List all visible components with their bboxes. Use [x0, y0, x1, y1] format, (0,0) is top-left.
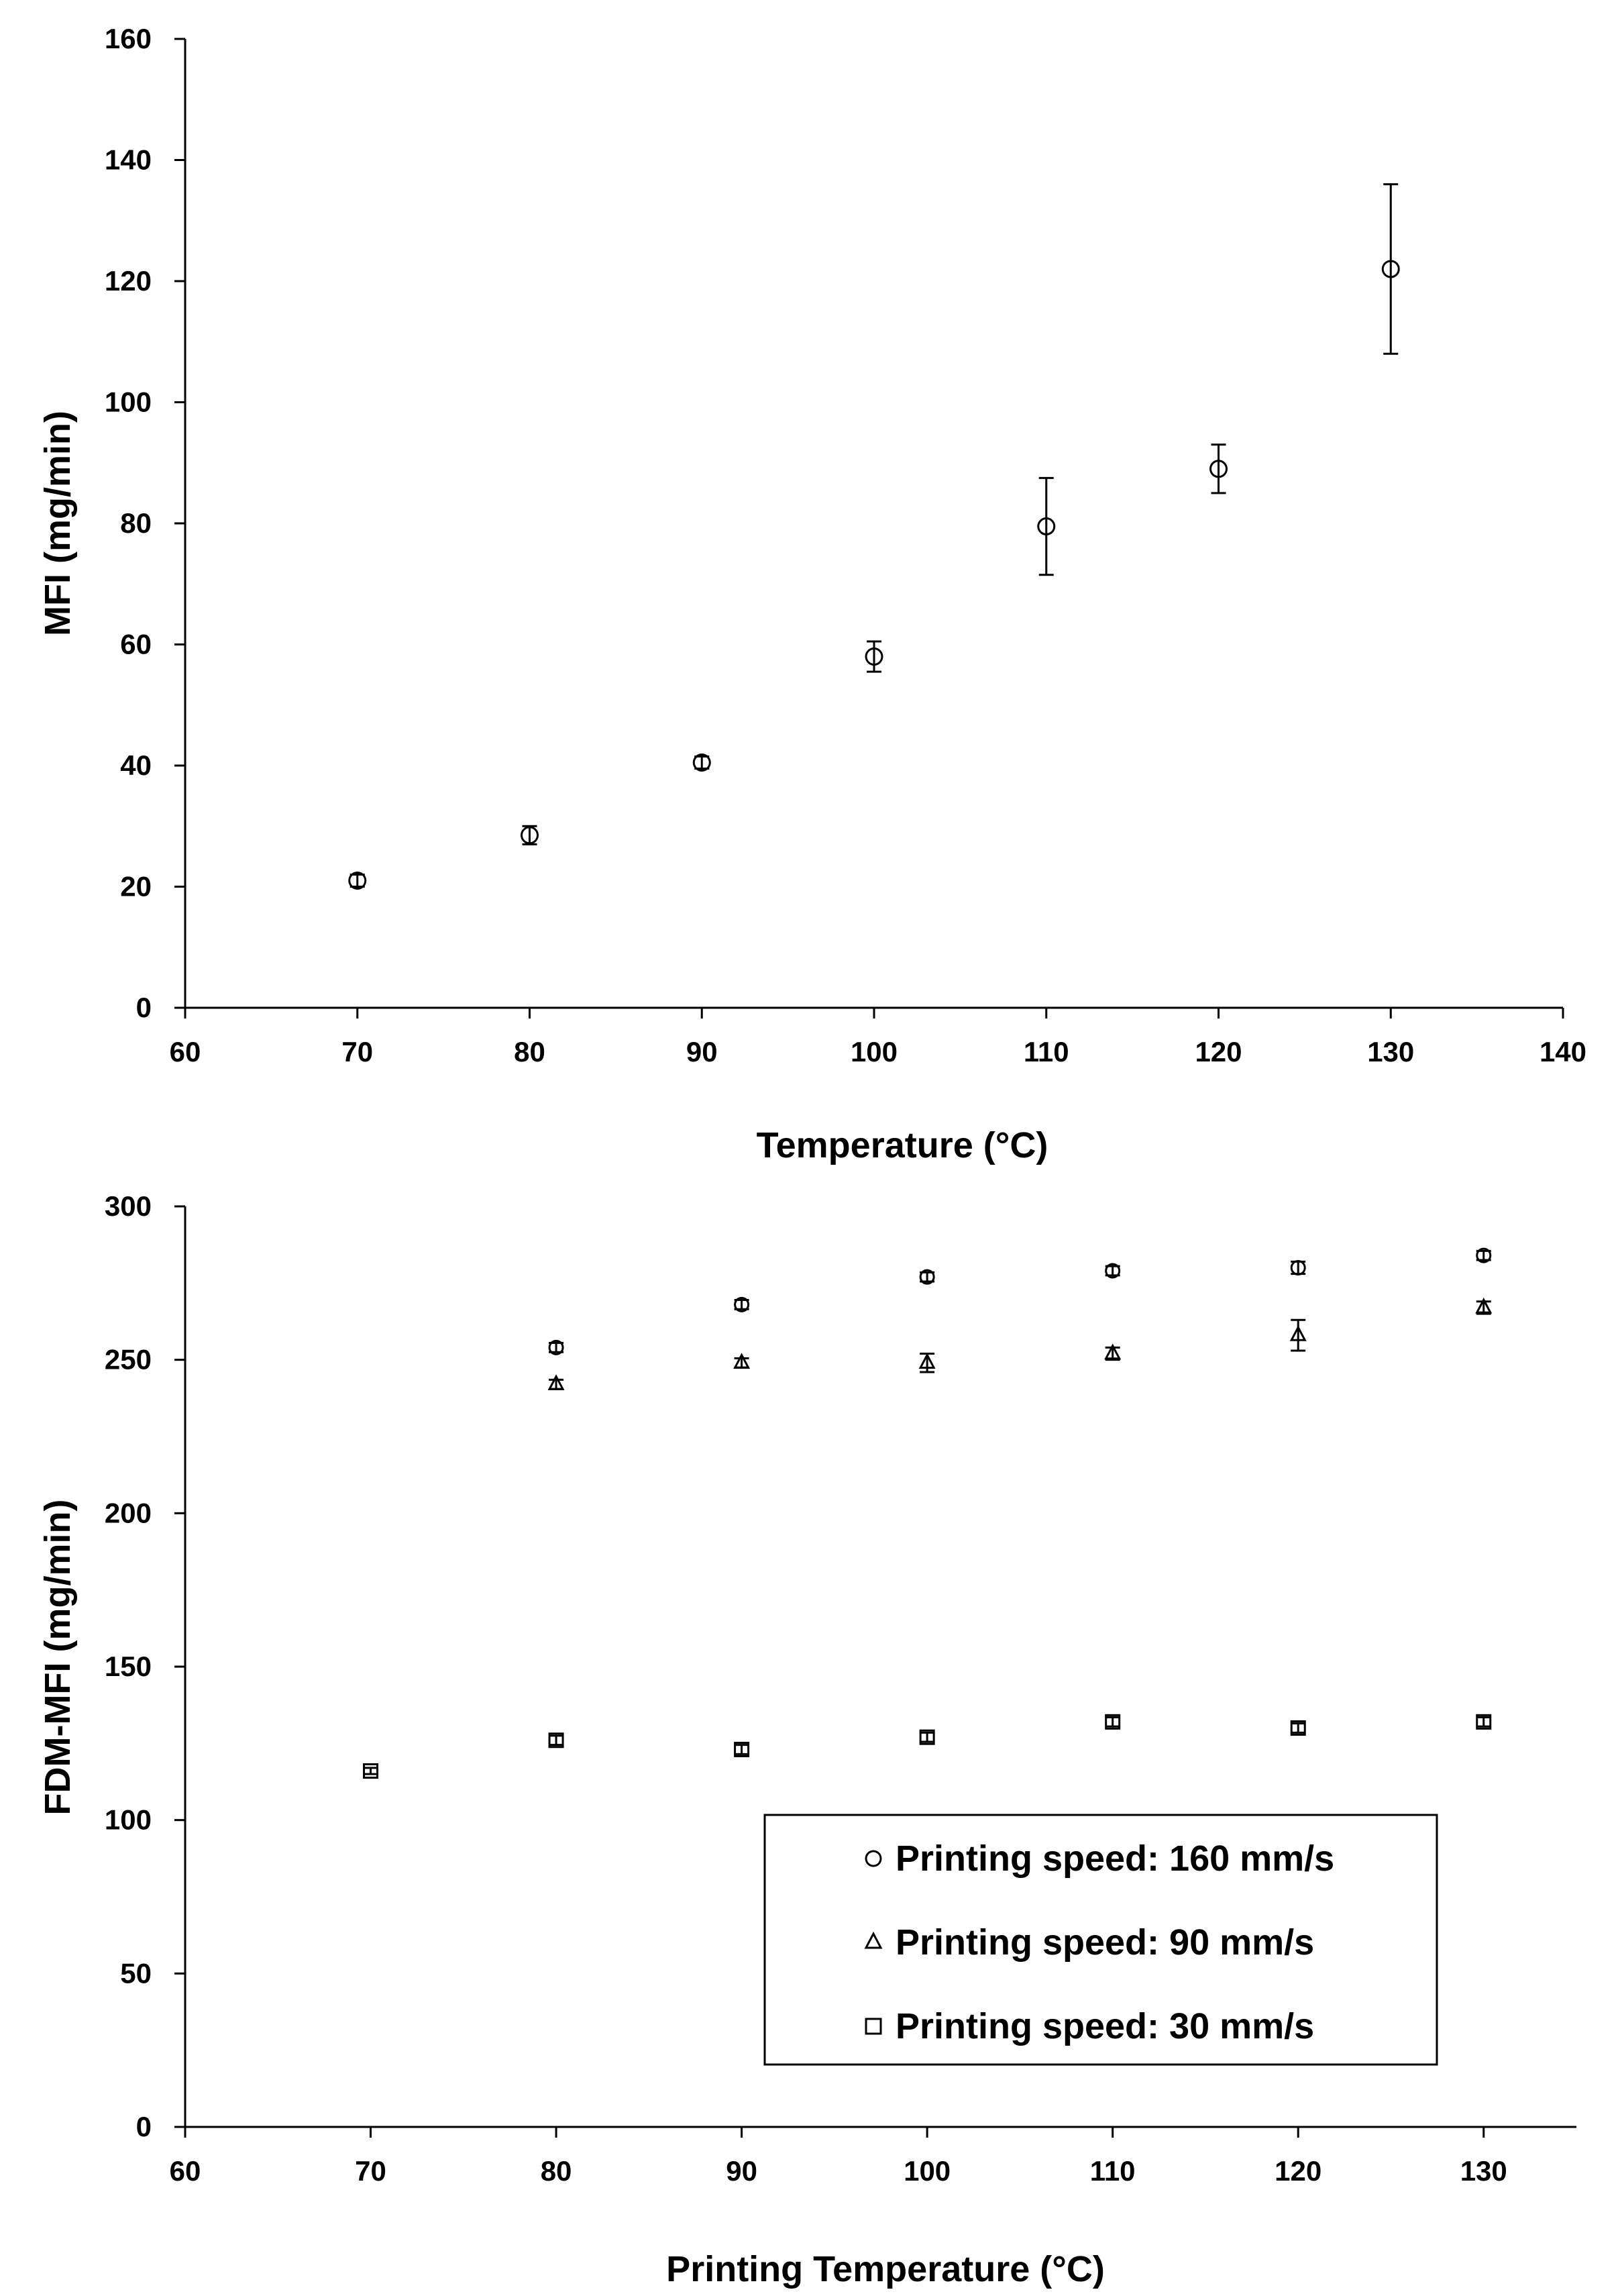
y-tick-label: 250 — [105, 1344, 152, 1375]
data-point-circle — [548, 1339, 564, 1355]
data-point-triangle — [547, 1374, 565, 1390]
data-point-square — [734, 1741, 750, 1757]
y-tick-label: 120 — [105, 265, 152, 297]
x-axis-title: Temperature (°C) — [757, 1125, 1048, 1165]
x-tick-label: 140 — [1540, 1036, 1586, 1067]
legend-marker-circle — [865, 1850, 882, 1867]
legend: Printing speed: 160 mm/s Printing speed:… — [763, 1814, 1438, 2066]
legend-marker-square — [865, 2018, 882, 2035]
data-point-square — [363, 1763, 379, 1779]
x-tick-label: 70 — [341, 1036, 373, 1067]
data-point-circle — [1209, 460, 1228, 478]
y-tick-label: 60 — [120, 629, 152, 660]
data-point-circle — [692, 753, 711, 772]
x-tick-label: 100 — [851, 1036, 898, 1067]
x-tick-label: 70 — [355, 2155, 386, 2187]
y-tick-label: 50 — [120, 1957, 152, 1989]
y-tick-label: 200 — [105, 1497, 152, 1528]
data-point-circle — [1381, 260, 1400, 278]
x-tick-label: 130 — [1367, 1036, 1414, 1067]
y-tick-label: 20 — [120, 871, 152, 902]
axes: 60 70 80 90 100 110 120 130 140 0 20 40 60 80 100 120 14… — [105, 23, 1586, 1067]
axes: 60 70 80 90 100 110 120 130 0 50 100 150 200 250 300 — [105, 1190, 1576, 2187]
data-points — [363, 1247, 1493, 1779]
data-point-circle — [521, 826, 539, 845]
data-point-triangle — [1104, 1343, 1122, 1360]
y-axis-title: MFI (mg/min) — [38, 411, 78, 636]
y-tick-label: 150 — [105, 1651, 152, 1682]
data-point-circle — [1476, 1247, 1492, 1263]
data-point-square — [548, 1732, 564, 1749]
x-tick-label: 110 — [1024, 1036, 1069, 1067]
y-tick-label: 100 — [105, 1804, 152, 1836]
x-tick-label: 60 — [170, 1036, 201, 1067]
x-tick-label: 100 — [904, 2155, 951, 2187]
data-point-square — [1105, 1714, 1121, 1730]
y-tick-label: 300 — [105, 1190, 152, 1222]
x-tick-label: 120 — [1275, 2155, 1322, 2187]
data-point-triangle — [918, 1353, 936, 1369]
y-tick-label: 40 — [120, 749, 152, 781]
y-tick-label: 140 — [105, 144, 152, 176]
x-tick-label: 90 — [726, 2155, 757, 2187]
y-tick-label: 0 — [136, 992, 152, 1023]
data-point-circle — [1290, 1259, 1306, 1275]
x-axis-title: Printing Temperature (°C) — [666, 2249, 1105, 2289]
y-tick-label: 0 — [136, 2111, 152, 2142]
legend-items — [864, 1850, 883, 2035]
data-point-circle — [919, 1269, 935, 1285]
data-point-triangle — [733, 1353, 751, 1369]
x-tick-label: 60 — [170, 2155, 201, 2187]
error-bars — [349, 183, 1399, 888]
data-point-circle — [348, 871, 367, 890]
data-point-circle — [1037, 517, 1056, 536]
legend-label-30: Printing speed: 30 mm/s — [896, 2006, 1314, 2046]
x-tick-label: 110 — [1090, 2155, 1136, 2187]
data-points — [348, 260, 1400, 890]
data-point-square — [919, 1729, 935, 1745]
x-tick-label: 80 — [514, 1036, 545, 1067]
data-point-triangle — [1475, 1297, 1493, 1314]
legend-label-160: Printing speed: 160 mm/s — [896, 1838, 1334, 1879]
y-tick-label: 160 — [105, 23, 152, 54]
y-axis-title: FDM-MFI (mg/min) — [38, 1500, 78, 1816]
x-tick-label: 120 — [1195, 1036, 1242, 1067]
data-point-circle — [734, 1296, 750, 1312]
x-tick-label: 80 — [541, 2155, 572, 2187]
y-tick-label: 80 — [120, 507, 152, 539]
chart-fdm-mfi-vs-printing-temperature: 60 70 80 90 100 110 120 130 0 50 100 150 200 250 300 P… — [38, 1190, 1576, 2289]
error-bars — [363, 1249, 1491, 1775]
data-point-circle — [1105, 1263, 1121, 1279]
legend-marker-triangle — [864, 1931, 883, 1949]
data-point-circle — [865, 647, 883, 666]
legend-label-90: Printing speed: 90 mm/s — [896, 1922, 1314, 1963]
x-tick-label: 90 — [686, 1036, 718, 1067]
x-tick-label: 130 — [1460, 2155, 1507, 2187]
data-point-square — [1290, 1720, 1306, 1736]
chart-mfi-vs-temperature: 60 70 80 90 100 110 120 130 140 0 20 40 60 80 100 120 14… — [38, 23, 1586, 1165]
data-point-triangle — [1289, 1325, 1307, 1341]
data-point-square — [1476, 1714, 1492, 1730]
y-tick-label: 100 — [105, 386, 152, 418]
